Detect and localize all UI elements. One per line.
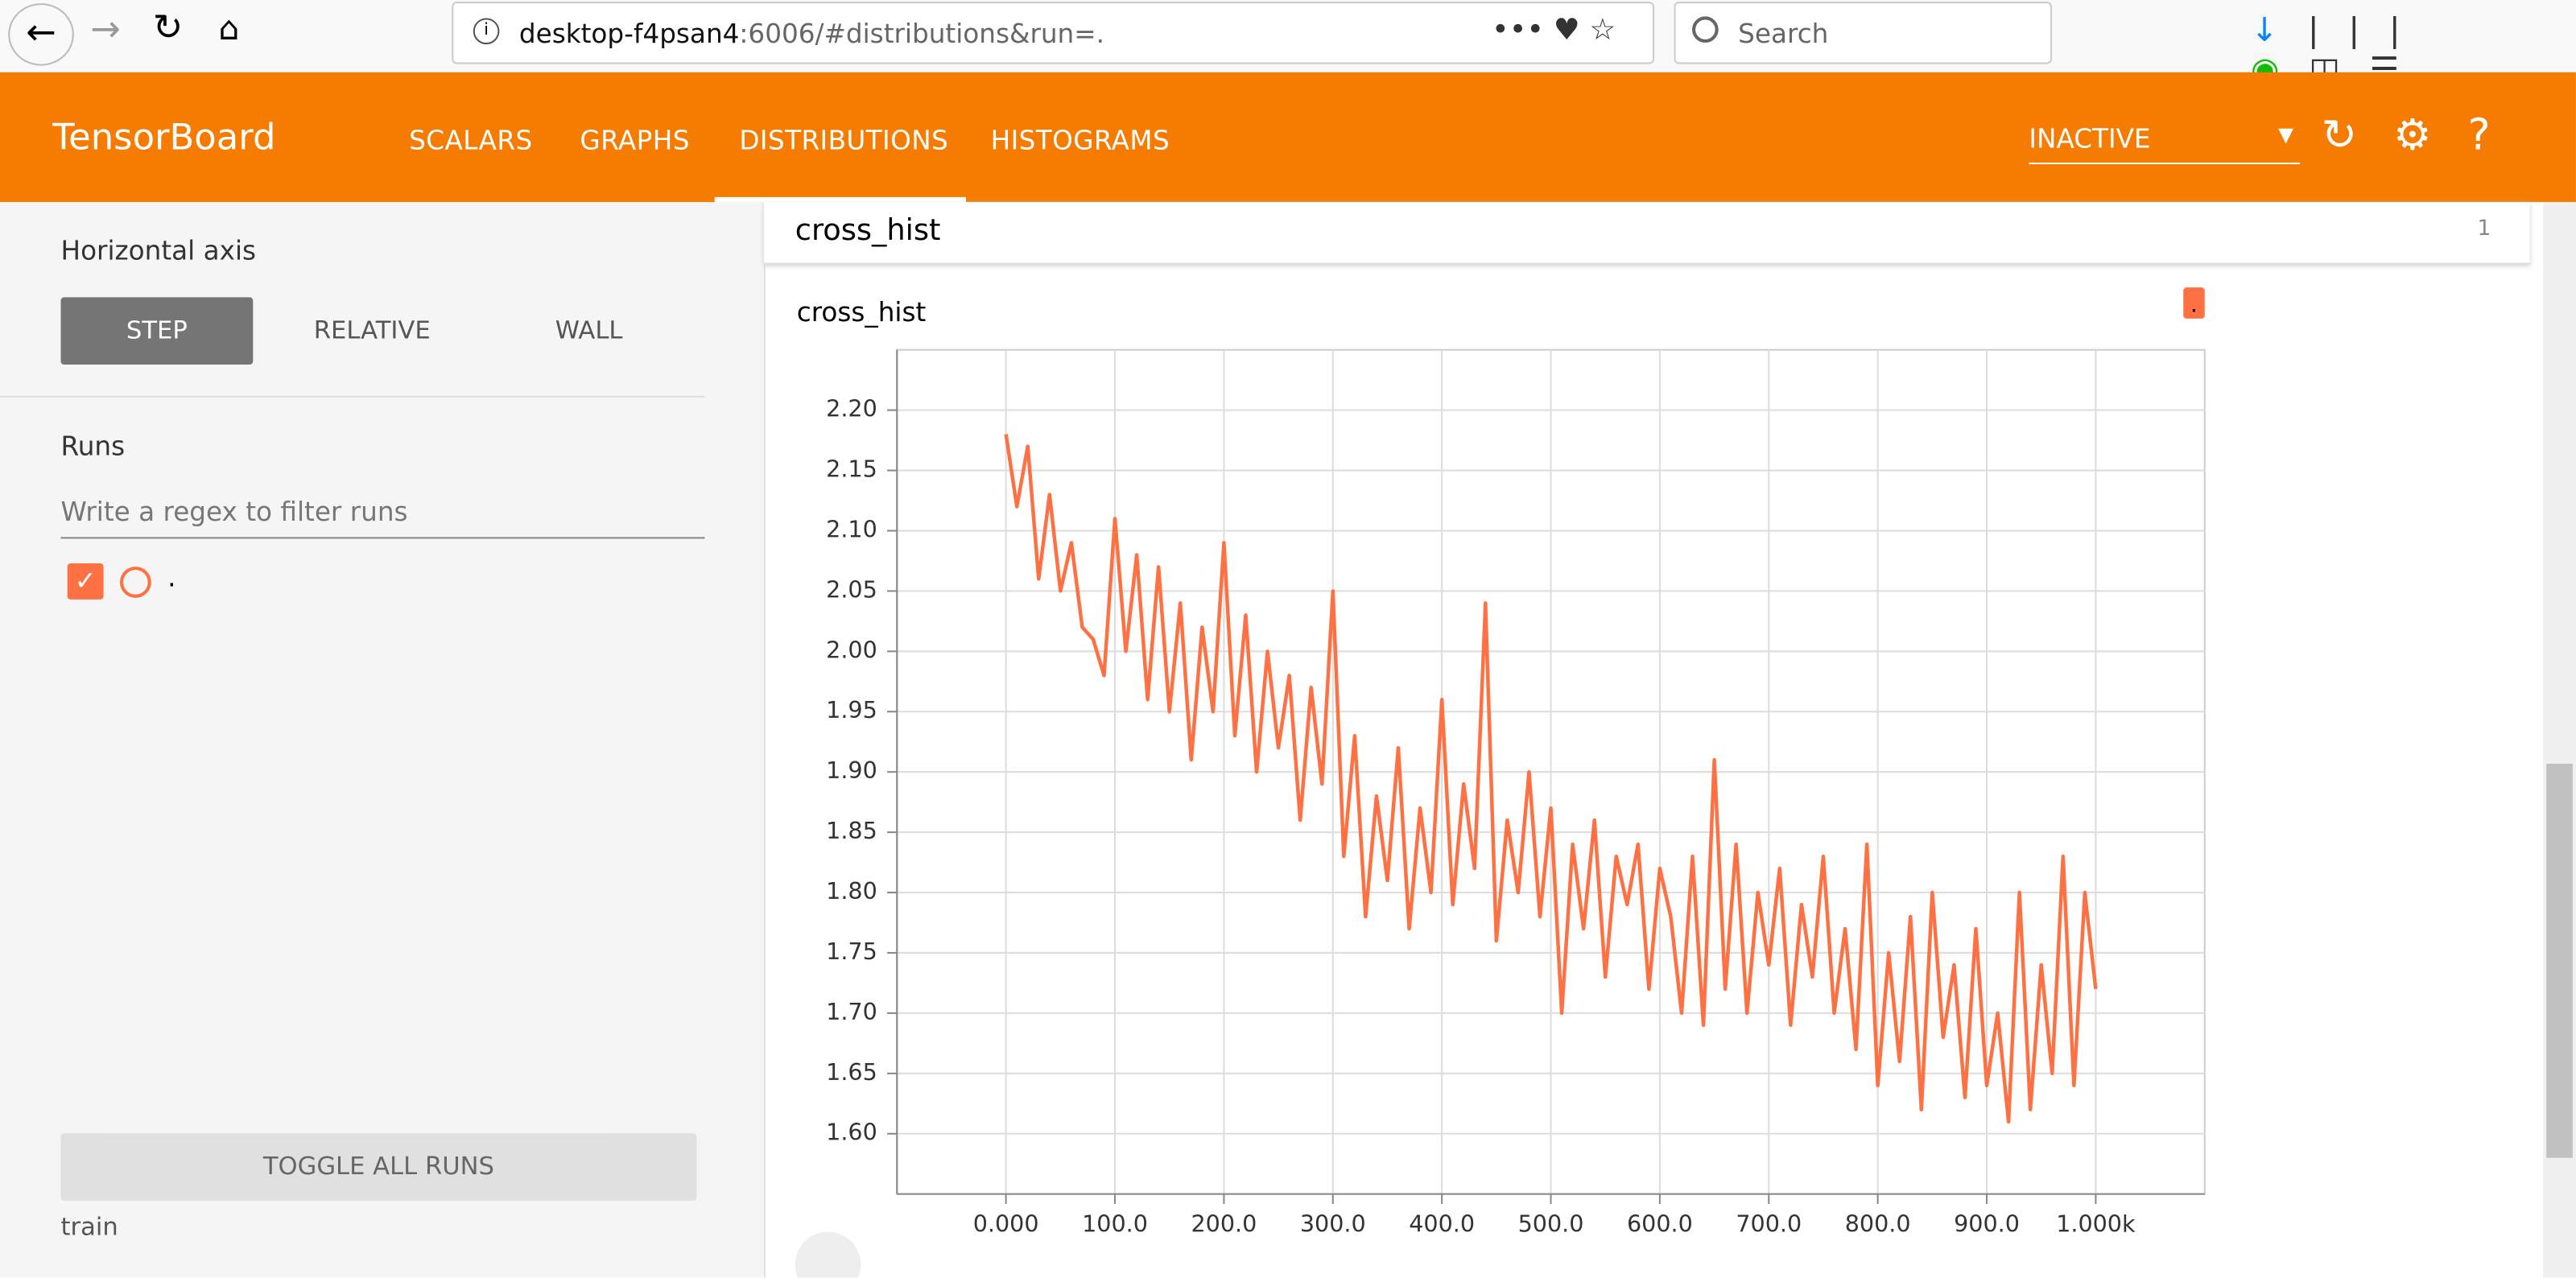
y-tick-label: 1.65 — [826, 1058, 877, 1086]
y-tick-label: 1.85 — [826, 817, 877, 844]
x-tick-label: 100.0 — [1082, 1210, 1148, 1237]
x-tick-label: 800.0 — [1845, 1210, 1911, 1237]
run-filter[interactable]: Write a regex to filter runs — [60, 496, 705, 539]
reload-button[interactable]: ↻ — [152, 8, 184, 50]
axis-label: Horizontal axis — [60, 234, 257, 266]
x-tick-label: 500.0 — [1518, 1210, 1584, 1237]
y-tick-label: 2.20 — [826, 395, 877, 423]
run-checkbox[interactable]: ✓ — [67, 563, 104, 600]
y-tick-label: 1.60 — [826, 1119, 877, 1146]
y-tick-label: 2.00 — [826, 636, 877, 663]
y-tick-label: 1.70 — [826, 998, 877, 1025]
panel-title: cross_hist — [795, 213, 941, 249]
url-host: desktop-f4psan4 — [518, 18, 740, 50]
search-box[interactable]: Search — [1674, 2, 2052, 64]
y-tick-label: 1.95 — [826, 696, 877, 724]
search-icon — [1692, 16, 1719, 43]
run-name: . — [167, 561, 176, 593]
x-tick-label: 600.0 — [1627, 1210, 1693, 1237]
y-tick-label: 2.05 — [826, 575, 877, 603]
app-title: TensorBoard — [52, 117, 276, 159]
y-tick-label: 1.75 — [826, 938, 877, 965]
axis-option[interactable]: RELATIVE — [313, 315, 431, 345]
scrollbar[interactable] — [2543, 202, 2576, 1278]
y-tick-label: 1.90 — [826, 756, 877, 784]
search-placeholder: Search — [1738, 18, 1829, 50]
sidebar: Horizontal axis STEP RELATIVE WALL Runs … — [0, 202, 766, 1278]
header-icons[interactable]: ↻⚙? — [2321, 111, 2527, 161]
back-button[interactable]: ← — [8, 3, 74, 66]
x-tick-label: 300.0 — [1300, 1210, 1366, 1237]
x-tick-label: 700.0 — [1736, 1210, 1802, 1237]
active-tab-indicator — [714, 196, 966, 203]
footer-run: train — [60, 1212, 118, 1242]
x-tick-label: 400.0 — [1409, 1210, 1475, 1237]
y-tick-label: 1.80 — [826, 877, 877, 905]
url-path: :6006/#distributions&run=. — [739, 18, 1104, 50]
page-actions[interactable]: ••• ♥ ☆ — [1492, 13, 1616, 48]
legend-label: . — [2190, 291, 2198, 318]
x-tick-label: 200.0 — [1191, 1210, 1257, 1237]
forward-button[interactable]: → — [90, 10, 121, 52]
y-tick-label: 2.15 — [826, 456, 877, 483]
chart: cross_hist 1.60 1.65 1.70 1.75 1.80 1.85 1.90 1… — [795, 287, 2206, 1278]
tab[interactable]: GRAPHS — [580, 125, 690, 156]
browser-toolbar: ← → ↻ ⌂ i desktop-f4psan4:6006/#distribu… — [0, 0, 2576, 89]
panel-header[interactable]: cross_hist 1 — [763, 202, 2530, 265]
toggle-all-button[interactable]: TOGGLE ALL RUNS — [60, 1133, 697, 1201]
expand-button[interactable] — [795, 1231, 861, 1278]
legend-swatch — [2183, 287, 2205, 319]
divider — [0, 395, 705, 398]
axis-option[interactable]: STEP — [60, 297, 254, 365]
data-line — [1004, 434, 2098, 1123]
tab[interactable]: HISTOGRAMS — [990, 125, 1170, 156]
home-button[interactable]: ⌂ — [218, 8, 240, 48]
chart-title: cross_hist — [797, 297, 927, 328]
runs-label: Runs — [60, 430, 126, 462]
run-selector[interactable]: INACTIVE ▼ — [2029, 123, 2301, 165]
panel-count: 1 — [2477, 216, 2491, 241]
x-tick-label: 0.000 — [973, 1210, 1039, 1237]
info-icon[interactable]: i — [473, 18, 500, 45]
app-header: TensorBoard SCALARS GRAPHS DISTRIBUTIONS… — [0, 72, 2576, 203]
run-selector-text: INACTIVE — [2029, 123, 2151, 155]
x-tick-label: 1.000k — [2056, 1210, 2136, 1237]
run-radio[interactable] — [119, 567, 151, 598]
url: desktop-f4psan4:6006/#distributions&run=… — [519, 18, 1104, 49]
url-bar[interactable]: i desktop-f4psan4:6006/#distributions&ru… — [452, 2, 1655, 64]
tab[interactable]: DISTRIBUTIONS — [739, 125, 949, 156]
tab[interactable]: SCALARS — [409, 125, 533, 156]
x-tick-label: 900.0 — [1954, 1210, 2020, 1237]
y-tick-label: 2.10 — [826, 515, 877, 542]
axis-option[interactable]: WALL — [555, 315, 623, 345]
scrollbar-thumb[interactable] — [2546, 763, 2573, 1158]
